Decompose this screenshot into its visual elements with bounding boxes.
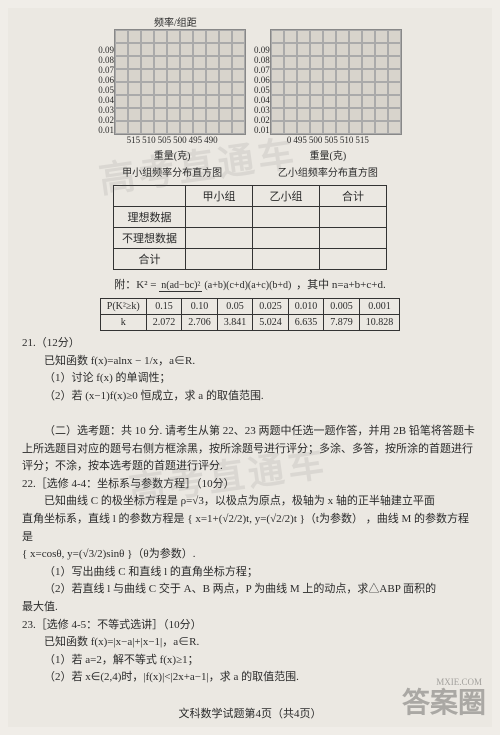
q23-line: （1）若 a=2，解不等式 f(x)≥1； [22,652,478,670]
pk-cell: 0.15 [146,299,182,315]
q21-line: （1）讨论 f(x) 的单调性； [22,370,478,388]
right-unit: 重量(克) [310,151,347,162]
pk-cell: 0.025 [253,299,289,315]
left-unit: 重量(克) [154,151,191,162]
pk-cell: 2.072 [146,315,182,331]
q21-line: （2）若 (x−1)f(x)≥0 恒成立，求 a 的取值范围. [22,388,478,406]
q21-line: 已知函数 f(x)=alnx − 1/x，a∈R. [22,353,478,371]
q22-line: （2）若直线 l 与曲线 C 交于 A、B 两点，P 为曲线 M 上的动点，求△… [22,581,478,599]
table-header: 合计 [320,186,387,207]
y-axis-label: 频率/组距 [154,14,486,29]
pk-table: P(K²≥k)0.150.100.050.0250.0100.0050.001 k… [100,298,400,331]
left-caption: 甲小组频率分布直方图 [122,164,222,179]
table-header [114,186,186,207]
pk-cell: P(K²≥k) [100,299,146,315]
data-table: 甲小组乙小组合计理想数据不理想数据合计 [113,185,387,270]
q22-line: （1）写出曲线 C 和直线 l 的直角坐标方程； [22,564,478,582]
table-cell [320,207,387,228]
table-cell [320,249,387,270]
table-cell [186,228,253,249]
right-chart: 0.090.080.070.060.050.040.030.020.01 049… [254,29,402,179]
left-chart: 0.090.080.070.060.050.040.030.020.01 515… [98,29,246,179]
formula-den: (a+b)(c+d)(a+c)(b+d) [202,280,293,291]
pk-cell: 3.841 [217,315,253,331]
section-title: （二）选考题：共 10 分. 请考生从第 22、23 两题中任选一题作答，并用 … [22,423,478,476]
q23-num: 23.［选修 4-5：不等式选讲］（10分） [22,617,478,635]
formula-post: ，其中 n=a+b+c+d. [296,279,386,291]
table-cell [253,249,320,270]
pk-cell: 0.10 [182,299,218,315]
x-ticks: 0495500505510515 [287,135,369,145]
pk-cell: k [100,315,146,331]
y-ticks: 0.090.080.070.060.050.040.030.020.01 [254,45,270,135]
corner-stamp: 答案圈 [402,681,486,721]
q22-param-l: { x=1+(√2/2)t, y=(√2/2)t }（t为参数） [187,513,363,525]
pk-cell: 6.635 [288,315,324,331]
chart-pair: 0.090.080.070.060.050.040.030.020.01 515… [14,29,486,179]
q21-num: 21.（12分） [22,335,478,353]
table-cell: 不理想数据 [114,228,186,249]
q22-line: 已知曲线 C 的极坐标方程是 ρ=√3，以极点为原点，极轴为 x 轴的正半轴建立… [22,493,478,511]
x-ticks: 515510505500495490 [127,135,218,145]
table-cell [186,207,253,228]
q22-param-m: { x=cosθ, y=(√3/2)sinθ }（θ为参数）. [22,546,478,564]
table-header: 甲小组 [186,186,253,207]
pk-cell: 0.001 [359,299,400,315]
table-cell: 理想数据 [114,207,186,228]
chart-grid [114,29,246,135]
pk-cell: 7.879 [324,315,360,331]
table-cell [253,228,320,249]
q23-line: 已知函数 f(x)=|x−a|+|x−1|，a∈R. [22,634,478,652]
k-squared-formula: 附：K² = n(ad−bc)²(a+b)(c+d)(a+c)(b+d) ，其中… [14,276,486,292]
y-ticks: 0.090.080.070.060.050.040.030.020.01 [98,45,114,135]
q22-frag: 直角坐标系，直线 l 的参数方程是 [22,513,185,525]
right-caption: 乙小组频率分布直方图 [278,164,378,179]
q22-line: 直角坐标系，直线 l 的参数方程是 { x=1+(√2/2)t, y=(√2/2… [22,511,478,546]
table-cell [320,228,387,249]
formula-num: n(ad−bc)² [159,280,202,292]
pk-cell: 10.828 [359,315,400,331]
table-cell [253,207,320,228]
formula-pre: 附：K² = [114,279,159,291]
pk-cell: 0.005 [324,299,360,315]
table-cell [186,249,253,270]
pk-cell: 0.010 [288,299,324,315]
q22-line: 最大值. [22,599,478,617]
pk-cell: 5.024 [253,315,289,331]
table-header: 乙小组 [253,186,320,207]
q22-num: 22.［选修 4-4：坐标系与参数方程］（10分） [22,476,478,494]
pk-cell: 2.706 [182,315,218,331]
table-cell: 合计 [114,249,186,270]
pk-cell: 0.05 [217,299,253,315]
chart-grid [270,29,402,135]
